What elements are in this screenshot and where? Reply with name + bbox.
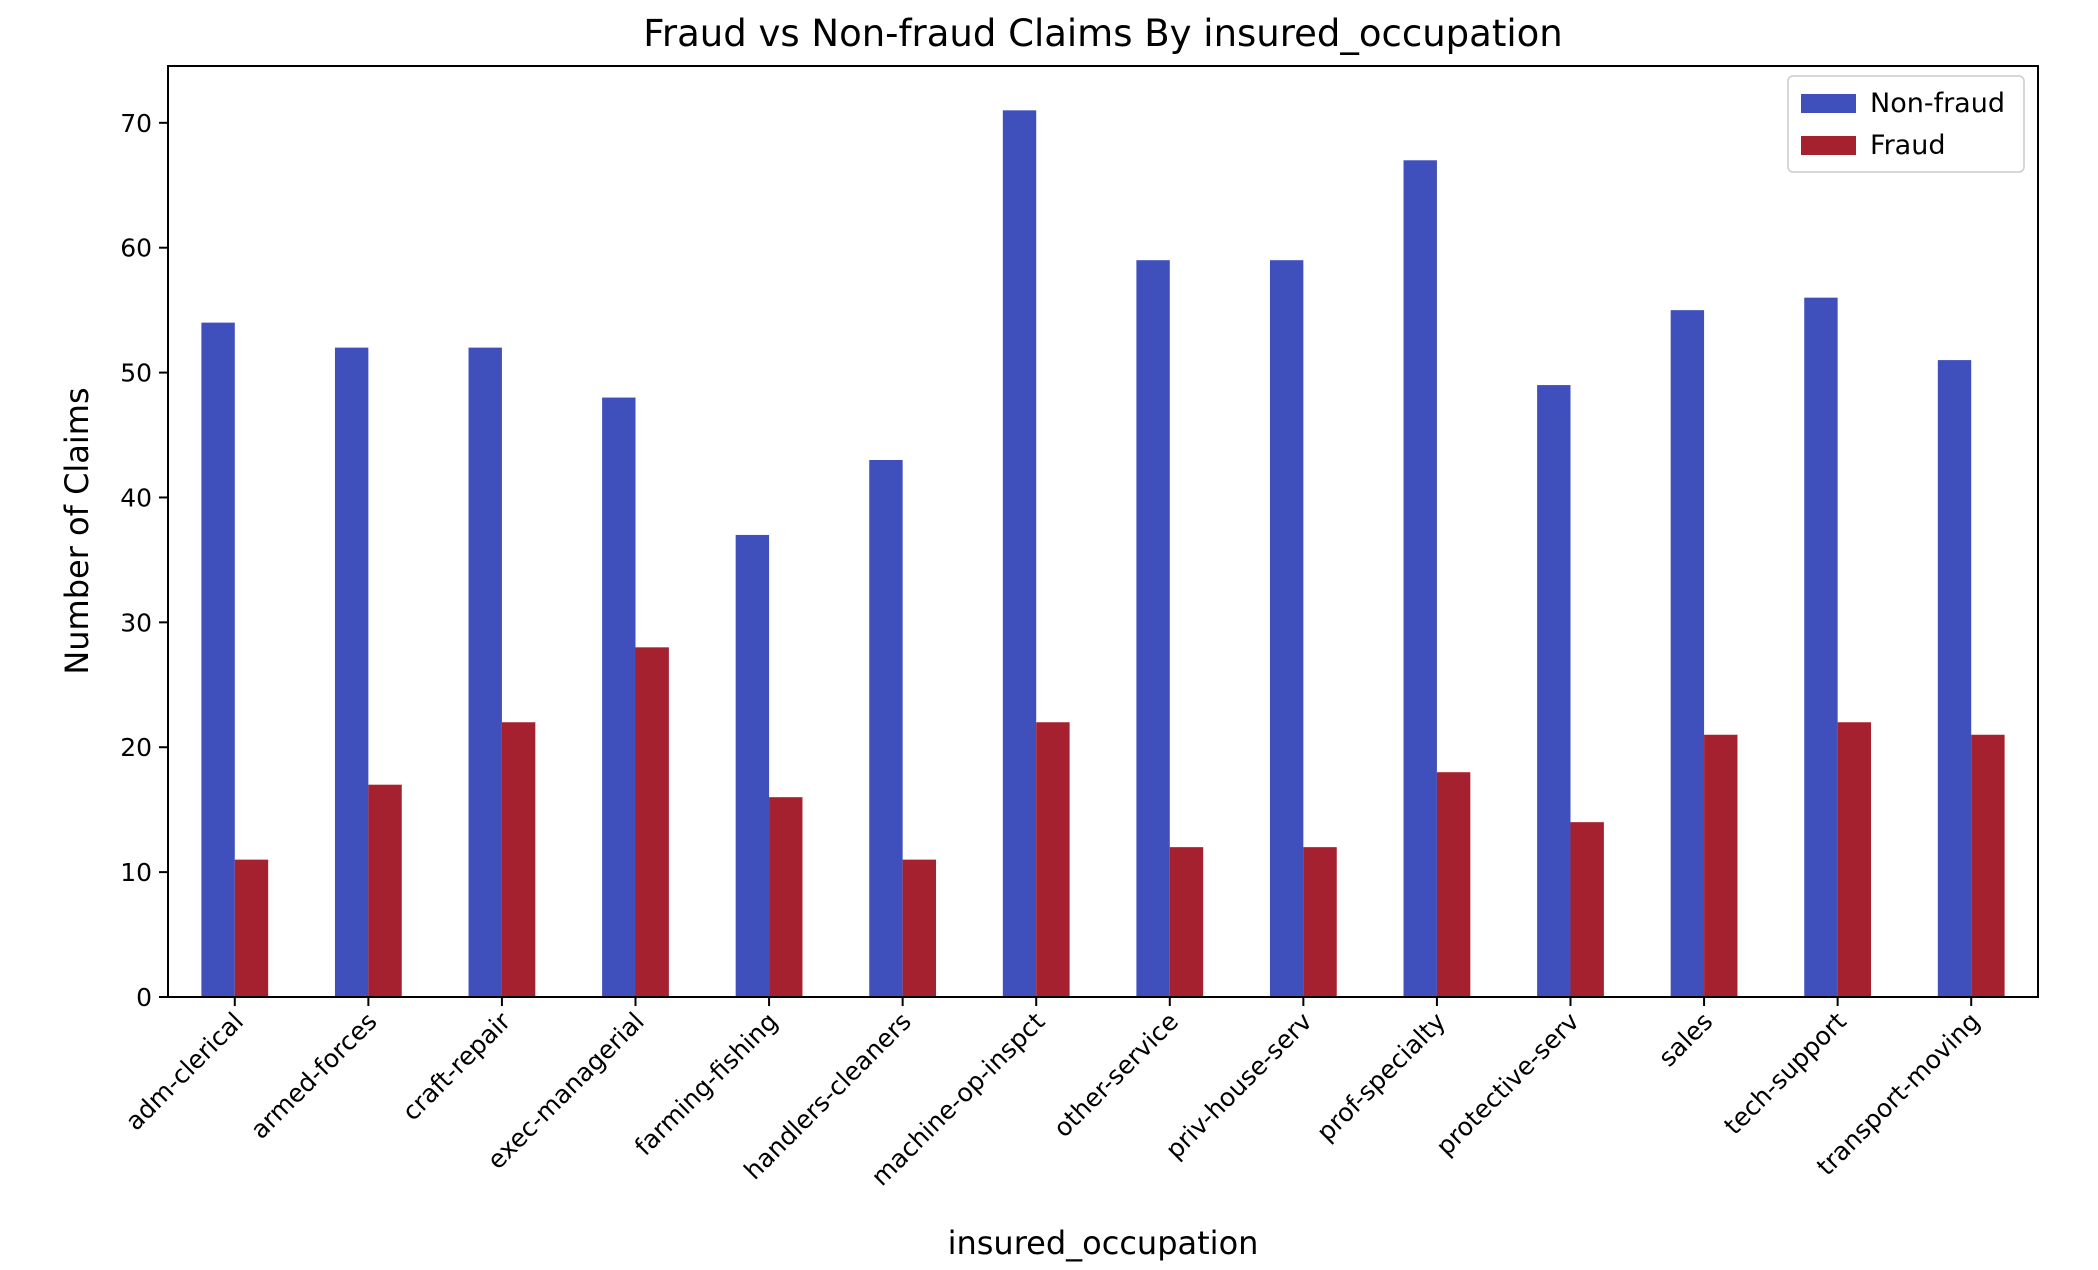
bar-fraud-adm-clerical (234, 859, 269, 997)
bar-nonfraud-transport-moving (1937, 360, 1972, 997)
bar-nonfraud-tech-support (1804, 297, 1838, 997)
legend-label-nonfraud: Non-fraud (1870, 88, 2005, 119)
bar-nonfraud-farming-fishing (735, 534, 770, 997)
legend-swatch-fraud (1801, 136, 1856, 155)
y-axis: 0 10 20 30 40 50 60 70 (120, 109, 168, 1012)
bars-group (201, 110, 2005, 998)
bar-fraud-other-service (1169, 847, 1204, 997)
bar-fraud-transport-moving (1971, 734, 2005, 997)
x-tick-label: prof-specialty (1311, 1007, 1451, 1147)
bar-nonfraud-prof-specialty (1403, 160, 1437, 998)
bar-fraud-sales (1704, 734, 1738, 997)
bar-fraud-machine-op-inspct (1036, 722, 1070, 997)
y-tick-label: 40 (120, 483, 152, 512)
y-tick-label: 30 (120, 608, 152, 637)
bar-nonfraud-protective-serv (1537, 385, 1571, 998)
bar-nonfraud-priv-house-serv (1269, 260, 1304, 997)
bar-fraud-handlers-cleaners (902, 859, 937, 997)
legend: Non-fraud Fraud (1787, 75, 2025, 173)
y-tick-label: 10 (120, 858, 152, 887)
bar-nonfraud-armed-forces (334, 347, 369, 997)
bar-nonfraud-handlers-cleaners (869, 460, 903, 997)
bar-fraud-prof-specialty (1436, 772, 1471, 997)
bar-nonfraud-machine-op-inspct (1002, 110, 1037, 998)
bar-fraud-priv-house-serv (1303, 847, 1337, 997)
bar-nonfraud-craft-repair (468, 347, 502, 997)
bar-nonfraud-exec-managerial (602, 397, 636, 998)
x-tick-label: craft-repair (397, 1006, 517, 1126)
y-axis-label: Number of Claims (58, 387, 96, 674)
chart-title: Fraud vs Non-fraud Claims By insured_occ… (643, 12, 1562, 55)
x-tick-label: tech-support (1718, 1007, 1852, 1141)
bar-fraud-protective-serv (1570, 822, 1604, 997)
y-tick-label: 60 (120, 234, 152, 263)
x-tick-label: priv-house-serv (1160, 1007, 1318, 1165)
bar-fraud-craft-repair (501, 722, 536, 997)
bar-nonfraud-sales (1670, 310, 1705, 998)
x-tick-label: farming-fishing (629, 1007, 783, 1161)
y-tick-label: 70 (120, 109, 152, 138)
legend-swatch-nonfraud (1801, 94, 1856, 113)
bar-fraud-armed-forces (368, 784, 402, 997)
bar-fraud-exec-managerial (635, 647, 669, 997)
bar-fraud-farming-fishing (769, 797, 803, 997)
bar-fraud-tech-support (1837, 722, 1872, 997)
x-tick-label: armed-forces (245, 1007, 383, 1145)
y-tick-label: 20 (120, 733, 152, 762)
legend-label-fraud: Fraud (1870, 130, 1945, 161)
x-tick-label: adm-clerical (120, 1007, 249, 1136)
plot-frame (167, 65, 2039, 998)
x-tick-label: other-service (1048, 1007, 1184, 1143)
bar-nonfraud-other-service (1136, 260, 1170, 997)
x-tick-label: sales (1653, 1007, 1719, 1073)
y-tick-label: 50 (120, 359, 152, 388)
bar-nonfraud-adm-clerical (201, 322, 235, 997)
x-tick-label: protective-serv (1430, 1007, 1584, 1161)
x-axis-label: insured_occupation (948, 1224, 1259, 1262)
y-tick-label: 0 (136, 983, 152, 1012)
